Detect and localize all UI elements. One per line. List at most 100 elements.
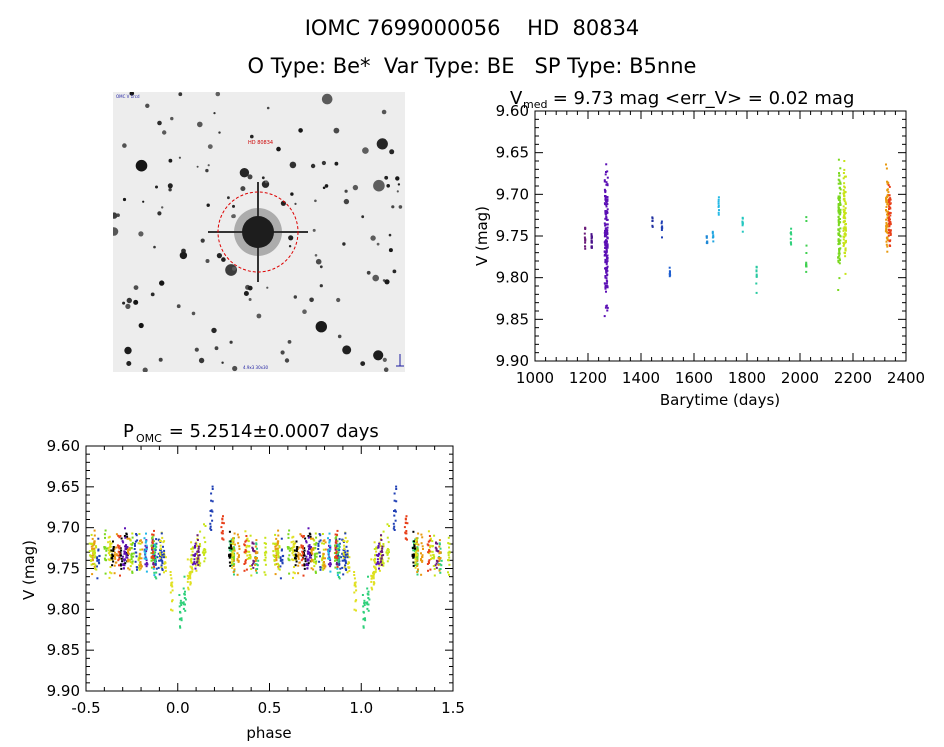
phased-point [307, 558, 310, 561]
phased-point [295, 550, 298, 552]
phased-point [314, 570, 317, 573]
phased-point [192, 554, 195, 557]
phased-point [122, 564, 125, 566]
phased-point [302, 551, 305, 553]
lightcurve-xlabel: Barytime (days) [660, 391, 780, 409]
star [315, 258, 322, 265]
phased-point [203, 536, 206, 539]
phased-point [386, 560, 389, 563]
phased-point [305, 540, 308, 543]
phased-point [137, 559, 140, 562]
lightcurve-point [606, 260, 609, 263]
phased-point [294, 553, 297, 556]
phased-point [303, 564, 306, 567]
phased-point [338, 560, 340, 563]
lightcurve-point [886, 181, 889, 184]
lightcurve-point [604, 242, 607, 245]
lightcurve-point [711, 236, 714, 239]
phased-point [192, 554, 195, 557]
phased-point [291, 558, 294, 561]
phased-point [310, 551, 313, 554]
phased-point [107, 558, 110, 561]
lightcurve-point [605, 271, 608, 274]
phased-point [346, 549, 349, 552]
star [194, 347, 199, 352]
phased-point [163, 549, 166, 552]
phased-point [439, 547, 442, 550]
phased-point [249, 534, 252, 537]
phased-point [221, 537, 224, 540]
phased-point [380, 557, 383, 560]
phased-point [321, 564, 324, 567]
phased-point [415, 547, 417, 550]
phased-point [277, 553, 280, 556]
phased-point [152, 533, 155, 536]
phased-point [232, 553, 235, 556]
lightcurve-point [590, 240, 593, 243]
lightcurve-ylabel: V (mag) [473, 206, 491, 266]
phased-point [438, 560, 441, 562]
phased-point [416, 552, 419, 555]
lightcurve-point [845, 239, 847, 242]
lightcurve-point [887, 191, 890, 194]
phased-point [302, 535, 305, 537]
phased-point [301, 564, 304, 567]
lightcurve-point [605, 268, 608, 271]
lightcurve-point [837, 208, 840, 211]
phased-point [435, 549, 438, 552]
phased-point [294, 550, 297, 553]
star [176, 304, 181, 309]
phased-point [378, 543, 381, 546]
lightcurve-point [604, 254, 607, 257]
phased-ytick-label: 9.60 [47, 437, 80, 455]
lightcurve-point [604, 251, 607, 253]
phased-point [91, 554, 94, 557]
phased-point [307, 527, 310, 530]
phased-point [380, 554, 383, 557]
phased-point [232, 571, 235, 573]
phased-point [144, 553, 147, 556]
phased-point [306, 567, 309, 570]
phased-point [416, 570, 419, 572]
lightcurve-point [789, 232, 792, 235]
phased-point [382, 545, 385, 548]
phased-point [139, 542, 142, 545]
phased-point [322, 554, 325, 557]
phased-point [335, 551, 338, 553]
star [205, 168, 209, 173]
phased-point [228, 556, 231, 559]
phased-point [438, 568, 441, 571]
phased-point [375, 554, 378, 557]
lightcurve-point [842, 220, 845, 223]
star [384, 175, 389, 180]
lightcurve-point [711, 232, 714, 235]
phased-ytick-label: 9.85 [47, 641, 80, 659]
phased-point [439, 552, 442, 554]
lightcurve-point [886, 193, 889, 196]
phased-point [122, 558, 125, 561]
lightcurve-point [605, 304, 608, 307]
phased-point [120, 537, 123, 540]
lightcurve-point [842, 245, 845, 247]
lightcurve-point [886, 180, 888, 183]
phased-point [292, 558, 295, 561]
phased-point [90, 542, 93, 545]
phased-point [124, 527, 126, 530]
phased-point [151, 537, 154, 539]
phased-point [246, 544, 249, 547]
phased-point [362, 626, 365, 629]
star [344, 189, 348, 193]
phased-point [421, 545, 424, 548]
phased-point [276, 543, 279, 546]
phased-point [232, 537, 234, 540]
phased-point [170, 608, 172, 611]
lightcurve-point [886, 250, 889, 253]
phased-point [179, 625, 181, 628]
phased-point [353, 577, 356, 580]
lightcurve-point [705, 235, 708, 238]
star [376, 242, 380, 246]
lightcurve-point [886, 217, 889, 220]
lightcurve-point [888, 198, 891, 201]
lightcurve-point [843, 198, 846, 200]
phased-point [394, 510, 397, 513]
